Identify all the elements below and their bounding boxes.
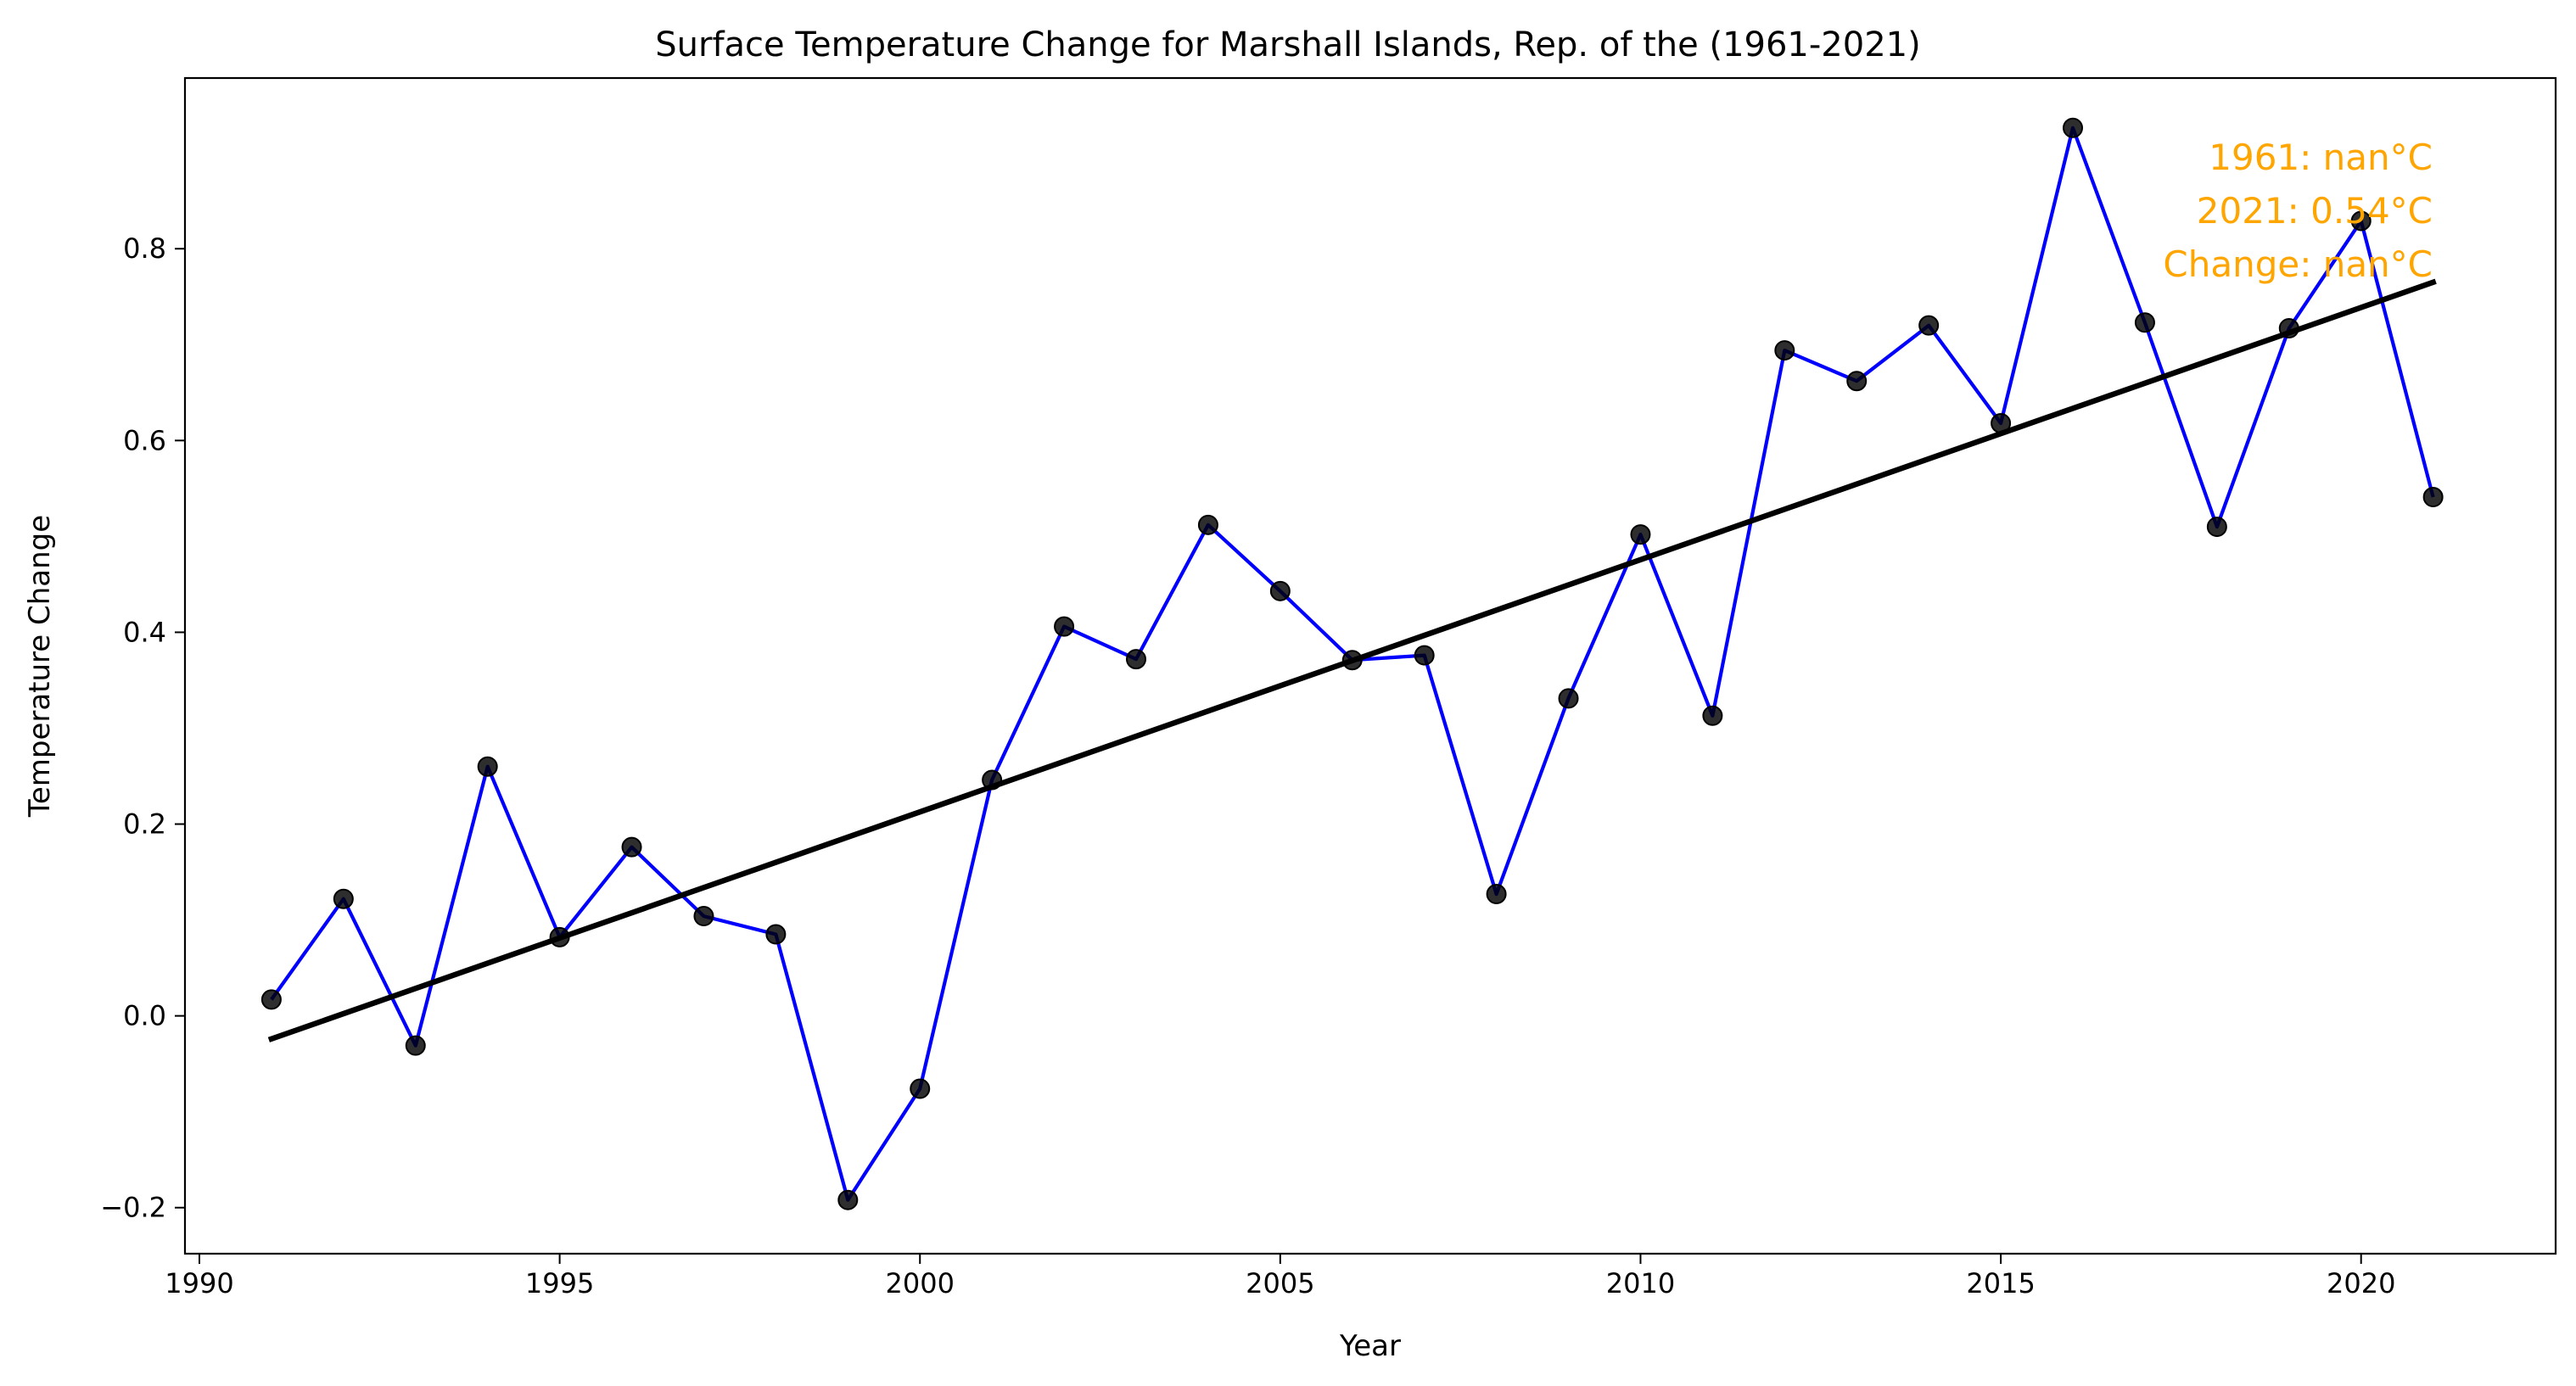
x-tick-label: 2015 [1966, 1267, 2035, 1299]
y-tick-label: 0.8 [123, 232, 166, 265]
data-point [1269, 580, 1291, 601]
y-tick-label: 0.2 [123, 808, 166, 841]
data-point [1197, 514, 1218, 535]
x-tick-label: 2010 [1606, 1267, 1675, 1299]
y-axis-label: Temperature Change [23, 515, 57, 818]
annotation-line: 2021: 0.54°C [2197, 190, 2433, 232]
data-point [1414, 645, 1435, 666]
plot-frame [183, 76, 2557, 1255]
y-tick-label: 0.6 [123, 424, 166, 456]
data-point [910, 1078, 931, 1099]
x-tick-label: 1990 [165, 1267, 233, 1299]
data-point [1054, 616, 1075, 637]
data-point [1558, 688, 1579, 709]
data-point [765, 924, 787, 945]
data-point [2350, 210, 2372, 232]
x-axis-label: Year [1339, 1329, 1401, 1363]
data-point [1846, 371, 1868, 392]
chart-title: Surface Temperature Change for Marshall … [655, 25, 1920, 64]
y-axis-ticks: −0.2 0.0 0.2 0.4 0.6 0.8 [100, 232, 185, 1224]
data-point [837, 1189, 859, 1210]
data-point [2422, 487, 2444, 508]
data-point [260, 989, 282, 1010]
data-point [621, 836, 642, 858]
y-tick-label: 0.4 [123, 616, 166, 648]
data-point [333, 888, 354, 909]
y-tick-label: −0.2 [100, 1192, 166, 1224]
data-point [2278, 318, 2299, 339]
x-axis-ticks: 1990 1995 2000 2005 2010 2015 2020 [165, 1254, 2395, 1299]
data-point [1702, 705, 1723, 726]
y-tick-label: 0.0 [123, 1000, 166, 1032]
data-point [1918, 315, 1940, 336]
data-point [1630, 524, 1651, 545]
plot-area [260, 117, 2444, 1210]
data-point [1125, 649, 1146, 670]
annotation-line: 1961: nan°C [2209, 137, 2433, 178]
data-point [2063, 117, 2084, 138]
data-point [1774, 340, 1795, 361]
x-tick-label: 2020 [2327, 1267, 2395, 1299]
data-point [1991, 412, 2012, 433]
data-point [1486, 884, 1507, 905]
data-point [477, 756, 498, 777]
stats-annotation: 1961: nan°C 2021: 0.54°C Change: nan°C [2163, 137, 2433, 285]
data-point [2206, 517, 2227, 538]
data-point [405, 1035, 426, 1056]
data-point [1341, 650, 1363, 671]
annotation-line: Change: nan°C [2163, 243, 2433, 285]
x-tick-label: 2005 [1246, 1267, 1314, 1299]
data-point [693, 906, 714, 927]
data-point [2134, 312, 2155, 333]
data-point [549, 926, 570, 947]
data-point [982, 769, 1003, 791]
x-tick-label: 2000 [886, 1267, 955, 1299]
x-tick-label: 1995 [525, 1267, 594, 1299]
